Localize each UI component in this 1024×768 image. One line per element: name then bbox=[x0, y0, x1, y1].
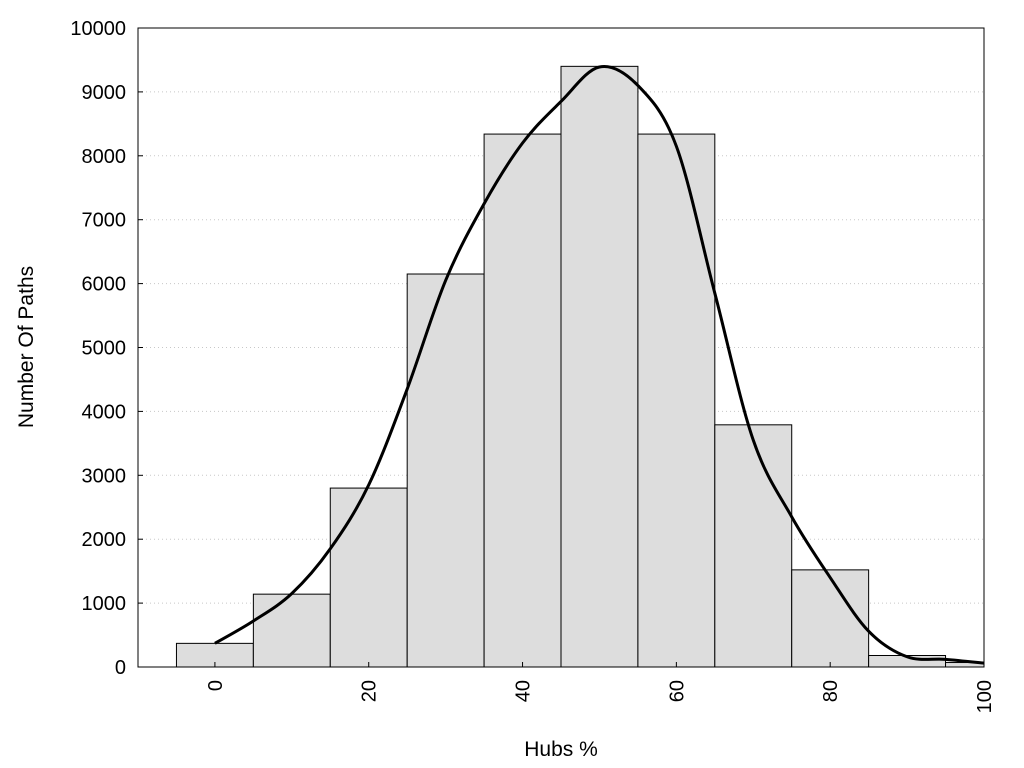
histogram-bar bbox=[791, 569, 870, 668]
y-tick-label: 5000 bbox=[82, 338, 127, 360]
y-axis-ticks: 0 1000 2000 3000 4000 5000 6000 7000 8000 9000 100… bbox=[70, 18, 143, 679]
y-axis-title: Number Of Paths bbox=[15, 266, 38, 428]
density-curve-line bbox=[214, 64, 985, 665]
x-axis-ticks: 0 20 40 60 80 100 bbox=[205, 662, 996, 713]
y-tick-label: 0 bbox=[115, 657, 126, 679]
x-tick-label: 80 bbox=[820, 680, 842, 702]
x-tick-label: 100 bbox=[974, 680, 996, 713]
y-tick-label: 4000 bbox=[82, 401, 127, 423]
y-tick-label: 6000 bbox=[82, 274, 127, 296]
x-tick-label: 0 bbox=[205, 680, 227, 691]
y-tick-label: 8000 bbox=[82, 146, 127, 168]
density-curve bbox=[214, 64, 985, 665]
x-axis-title: Hubs % bbox=[524, 738, 598, 761]
y-tick-label: 10000 bbox=[70, 18, 126, 40]
histogram-bar bbox=[329, 487, 408, 668]
y-tick-label: 2000 bbox=[82, 529, 127, 551]
x-tick-label: 20 bbox=[359, 680, 381, 702]
histogram-bar bbox=[252, 593, 331, 668]
histogram-bar bbox=[406, 273, 485, 668]
gridlines bbox=[138, 91, 984, 604]
y-tick-label: 1000 bbox=[82, 593, 127, 615]
bars bbox=[175, 65, 985, 668]
x-tick-label: 60 bbox=[666, 680, 688, 702]
histogram-bar bbox=[483, 133, 562, 668]
y-tick-label: 7000 bbox=[82, 210, 127, 232]
histogram-bar bbox=[560, 65, 639, 668]
y-tick-label: 3000 bbox=[82, 465, 127, 487]
histogram-bar bbox=[714, 424, 793, 668]
y-tick-label: 9000 bbox=[82, 82, 127, 104]
histogram-bar bbox=[637, 133, 716, 668]
x-tick-label: 40 bbox=[513, 680, 535, 702]
